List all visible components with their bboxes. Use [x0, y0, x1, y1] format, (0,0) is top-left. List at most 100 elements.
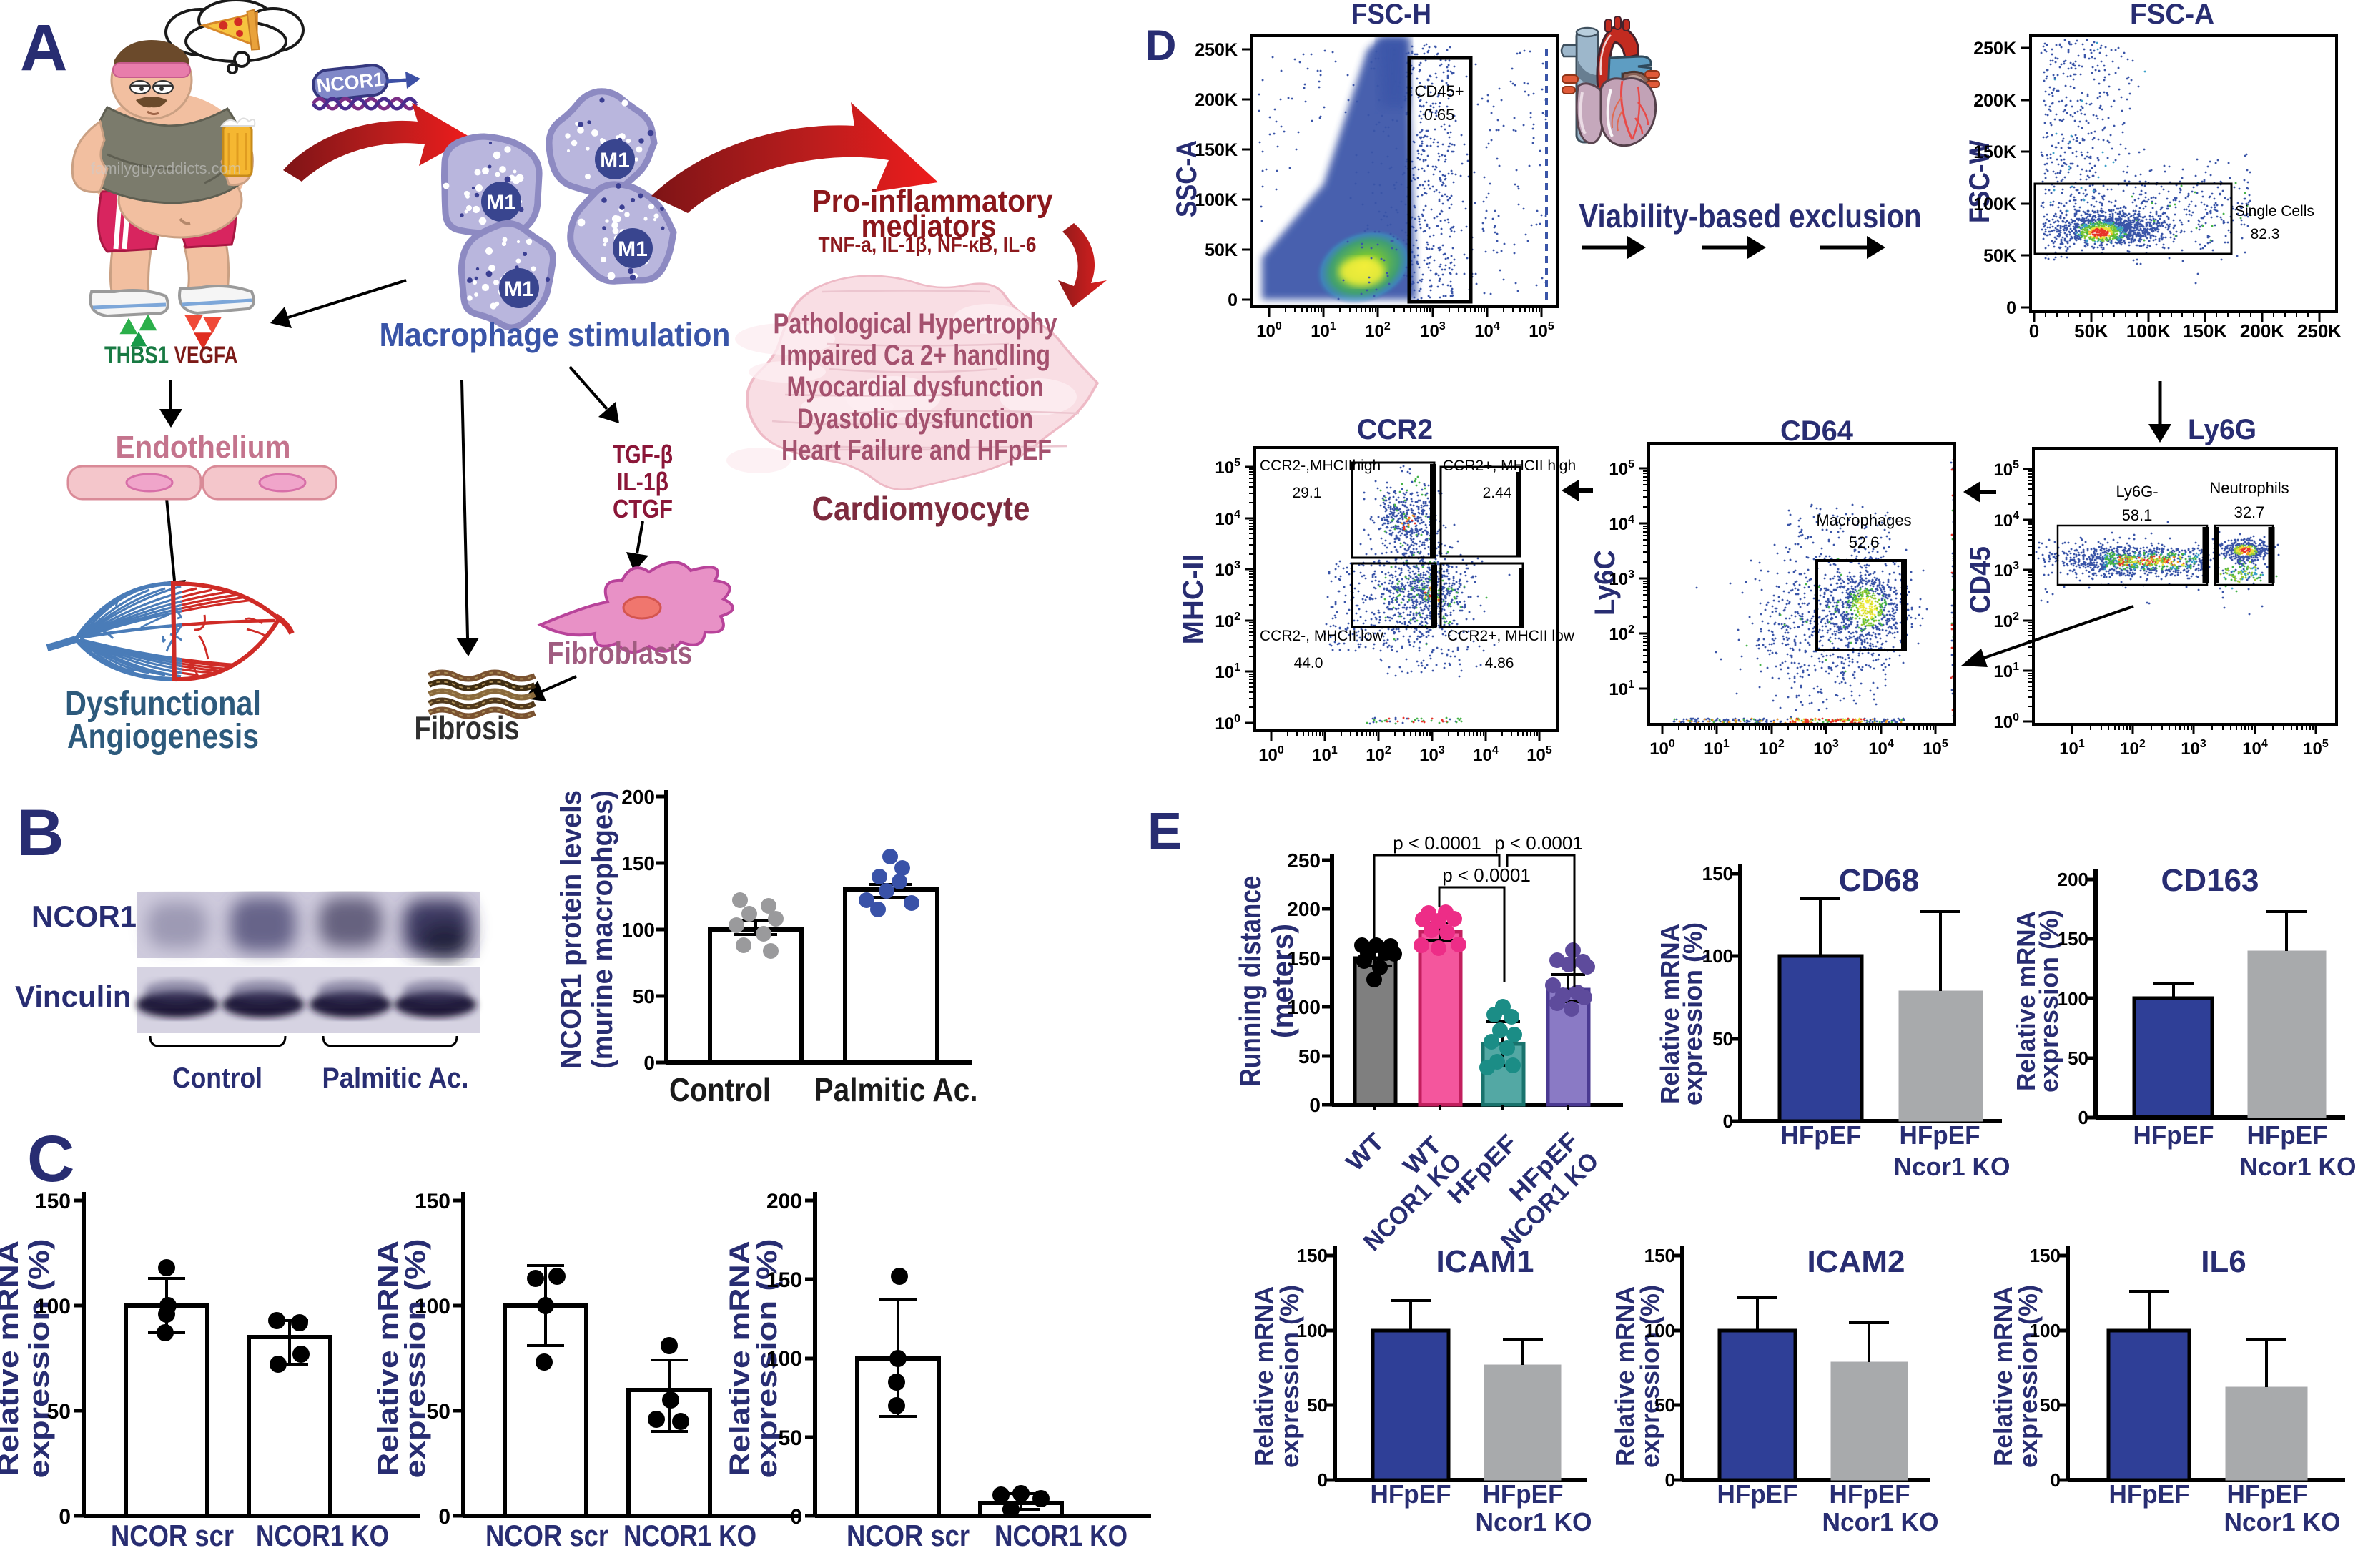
svg-text:CCR2-,MHCIIhigh: CCR2-,MHCIIhigh: [1260, 458, 1381, 474]
svg-text:Ncor1 KO: Ncor1 KO: [1894, 1152, 2011, 1181]
svg-text:100: 100: [1702, 945, 1733, 967]
svg-text:50: 50: [2040, 1394, 2061, 1416]
svg-text:HFpEF: HFpEF: [1371, 1479, 1451, 1509]
svg-text:B: B: [16, 797, 64, 869]
svg-text:Single Cells: Single Cells: [2235, 203, 2314, 220]
svg-text:CCR2: CCR2: [1357, 414, 1433, 445]
svg-text:M1: M1: [618, 237, 648, 261]
svg-text:IL6: IL6: [2201, 1244, 2246, 1279]
svg-text:FSC-H: FSC-H: [1351, 0, 1431, 30]
svg-text:32.7: 32.7: [2234, 503, 2265, 521]
svg-text:expression (%): expression (%): [24, 1239, 55, 1479]
svg-text:100: 100: [2030, 1320, 2061, 1341]
svg-text:Heart Failure and HFpEF: Heart Failure and HFpEF: [781, 435, 1052, 466]
svg-text:Ncor1 KO: Ncor1 KO: [2224, 1507, 2341, 1537]
svg-text:Impaired Ca 2+ handling: Impaired Ca 2+ handling: [780, 340, 1050, 371]
svg-text:200K: 200K: [1973, 91, 2016, 111]
svg-text:expression (%): expression (%): [751, 1239, 783, 1479]
svg-text:50: 50: [1654, 1394, 1675, 1416]
svg-text:0: 0: [2051, 1469, 2061, 1491]
svg-text:50: 50: [47, 1400, 71, 1424]
svg-text:100: 100: [766, 1347, 802, 1371]
svg-text:CCR2+, MHCII high: CCR2+, MHCII high: [1443, 458, 1576, 474]
svg-text:p < 0.0001: p < 0.0001: [1393, 832, 1481, 854]
svg-text:Cardiomyocyte: Cardiomyocyte: [812, 490, 1030, 527]
svg-text:150: 150: [35, 1190, 71, 1213]
svg-text:Relative mRNA: Relative mRNA: [1655, 924, 1684, 1104]
svg-text:50: 50: [1298, 1045, 1321, 1067]
svg-text:Relative mRNA: Relative mRNA: [1988, 1286, 2018, 1466]
svg-text:Ly6C: Ly6C: [1589, 550, 1621, 616]
svg-text:(meters): (meters): [1266, 924, 1299, 1038]
svg-text:Control: Control: [669, 1071, 771, 1108]
svg-text:familyguyaddicts.com: familyguyaddicts.com: [91, 159, 241, 177]
svg-text:0: 0: [438, 1505, 450, 1529]
svg-text:100: 100: [1993, 711, 2019, 732]
svg-text:100: 100: [1287, 996, 1321, 1018]
svg-text:Fibrosis: Fibrosis: [415, 709, 520, 746]
svg-text:CCR2+, MHCII low: CCR2+, MHCII low: [1447, 628, 1575, 644]
svg-text:150: 150: [2030, 1245, 2061, 1266]
svg-text:HFpEF: HFpEF: [1900, 1120, 1980, 1150]
svg-text:Ncor1 KO: Ncor1 KO: [1822, 1507, 1939, 1537]
svg-text:expression (%): expression (%): [1678, 922, 1707, 1105]
svg-text:Relative mRNA: Relative mRNA: [373, 1241, 404, 1476]
svg-text:NCOR scr: NCOR scr: [485, 1519, 608, 1552]
svg-text:M1: M1: [600, 149, 630, 172]
svg-text:Neutrophils: Neutrophils: [2209, 479, 2289, 497]
svg-text:150K: 150K: [2183, 320, 2227, 342]
svg-text:200: 200: [766, 1190, 802, 1213]
svg-text:44.0: 44.0: [1294, 655, 1323, 671]
svg-text:100: 100: [1297, 1320, 1328, 1341]
svg-text:Ly6G-: Ly6G-: [2116, 483, 2158, 501]
svg-text:expression (%): expression (%): [1635, 1285, 1664, 1468]
svg-text:NCOR scr: NCOR scr: [111, 1519, 234, 1552]
svg-text:A: A: [20, 11, 67, 84]
svg-text:Viability-based exclusion: Viability-based exclusion: [1579, 197, 1922, 235]
svg-text:CD68: CD68: [1839, 863, 1920, 898]
svg-text:Ncor1 KO: Ncor1 KO: [2240, 1152, 2357, 1181]
svg-text:Relative mRNA: Relative mRNA: [1249, 1286, 1278, 1466]
svg-text:250K: 250K: [2297, 320, 2342, 342]
svg-text:0: 0: [2029, 320, 2039, 342]
svg-text:FSC-A: FSC-A: [2130, 0, 2214, 30]
svg-text:150K: 150K: [1973, 142, 2016, 162]
svg-text:D: D: [1145, 21, 1176, 69]
svg-text:200: 200: [1287, 898, 1321, 920]
svg-text:250: 250: [1287, 849, 1321, 872]
svg-text:0: 0: [1723, 1110, 1733, 1132]
svg-text:100K: 100K: [1195, 190, 1238, 210]
svg-text:0: 0: [790, 1505, 802, 1529]
svg-text:0: 0: [1228, 290, 1238, 310]
svg-text:expression (%): expression (%): [2013, 1285, 2043, 1468]
svg-text:Dyastolic dysfunction: Dyastolic dysfunction: [797, 403, 1033, 435]
svg-text:FSC-W: FSC-W: [1964, 140, 1995, 223]
svg-text:C: C: [27, 1123, 74, 1195]
svg-text:HFpEF: HFpEF: [1781, 1120, 1862, 1150]
svg-text:100K: 100K: [1973, 194, 2016, 215]
svg-text:VEGFA: VEGFA: [174, 342, 238, 369]
svg-text:150: 150: [1297, 1245, 1328, 1266]
svg-text:0.65: 0.65: [1424, 106, 1455, 124]
svg-text:p < 0.0001: p < 0.0001: [1494, 832, 1583, 854]
svg-text:CD45+: CD45+: [1414, 82, 1464, 100]
svg-text:150: 150: [766, 1268, 802, 1292]
svg-text:0: 0: [643, 1052, 655, 1074]
svg-text:Angiogenesis: Angiogenesis: [67, 718, 259, 756]
svg-text:NCOR1 KO: NCOR1 KO: [623, 1519, 756, 1552]
svg-text:82.3: 82.3: [2251, 226, 2280, 242]
svg-text:NCOR1 KO: NCOR1 KO: [256, 1519, 389, 1552]
svg-text:NCOR scr: NCOR scr: [847, 1519, 970, 1552]
svg-text:M1: M1: [486, 191, 516, 215]
svg-text:IL-1β: IL-1β: [617, 467, 668, 496]
svg-text:Macrophages: Macrophages: [1816, 511, 1911, 529]
svg-text:150: 150: [1644, 1245, 1675, 1266]
svg-text:100K: 100K: [2126, 320, 2171, 342]
svg-text:29.1: 29.1: [1293, 485, 1322, 501]
svg-text:THBS1: THBS1: [104, 342, 169, 369]
svg-text:MHC-II: MHC-II: [1178, 554, 1209, 645]
svg-text:Pro-inflammatory: Pro-inflammatory: [812, 184, 1053, 219]
svg-text:NCOR1: NCOR1: [31, 899, 137, 933]
svg-text:CTGF: CTGF: [613, 494, 673, 523]
svg-text:58.1: 58.1: [2122, 506, 2153, 524]
